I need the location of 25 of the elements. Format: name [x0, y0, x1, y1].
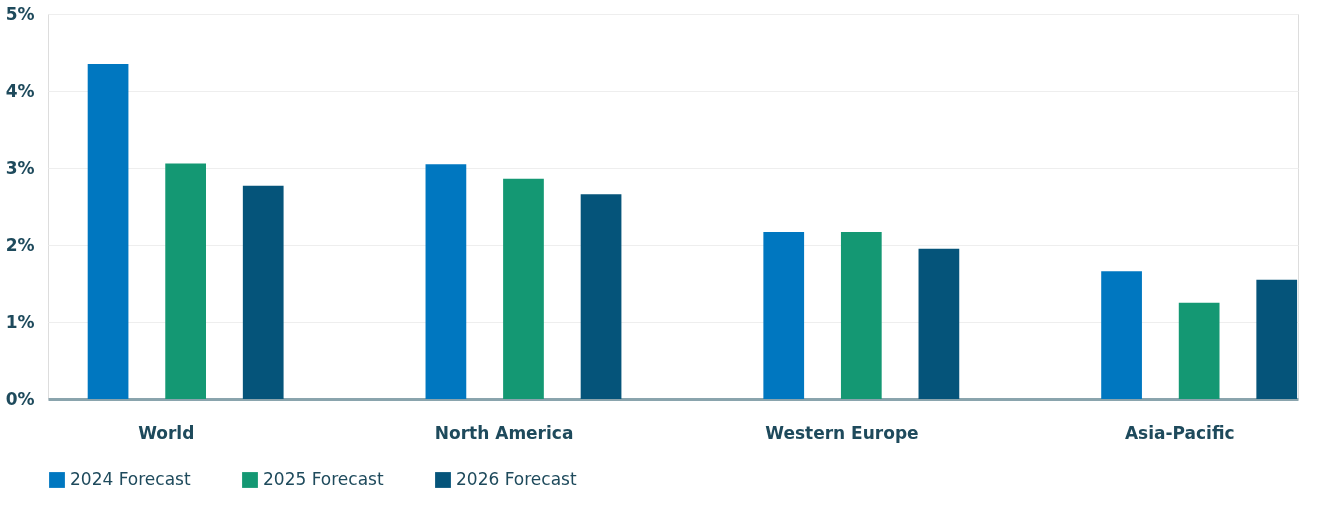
bar — [165, 163, 206, 399]
x-tick-label: Western Europe — [765, 422, 919, 443]
legend-label: 2026 Forecast — [456, 469, 577, 489]
legend-label: 2024 Forecast — [70, 469, 191, 489]
bar — [1256, 279, 1298, 399]
y-tick-label: 5% — [5, 3, 35, 24]
bar — [242, 185, 284, 399]
bar — [840, 231, 882, 399]
x-tick-label: Asia-Pacific — [1124, 422, 1235, 443]
x-tick-label: World — [138, 422, 195, 443]
bar — [580, 194, 622, 399]
y-tick-label: 4% — [5, 80, 35, 101]
y-tick-label: 2% — [5, 234, 35, 255]
legend-label: 2025 Forecast — [263, 469, 384, 489]
bar — [87, 64, 129, 399]
y-tick-label: 3% — [5, 157, 35, 178]
bar — [425, 164, 467, 399]
bar — [503, 178, 544, 399]
bar — [763, 231, 805, 399]
x-tick-label: North America — [434, 422, 574, 443]
bar — [1178, 302, 1220, 399]
bar — [918, 248, 960, 399]
bar — [1101, 271, 1142, 399]
y-tick-label: 1% — [5, 311, 35, 332]
y-tick-label: 0% — [5, 388, 35, 409]
